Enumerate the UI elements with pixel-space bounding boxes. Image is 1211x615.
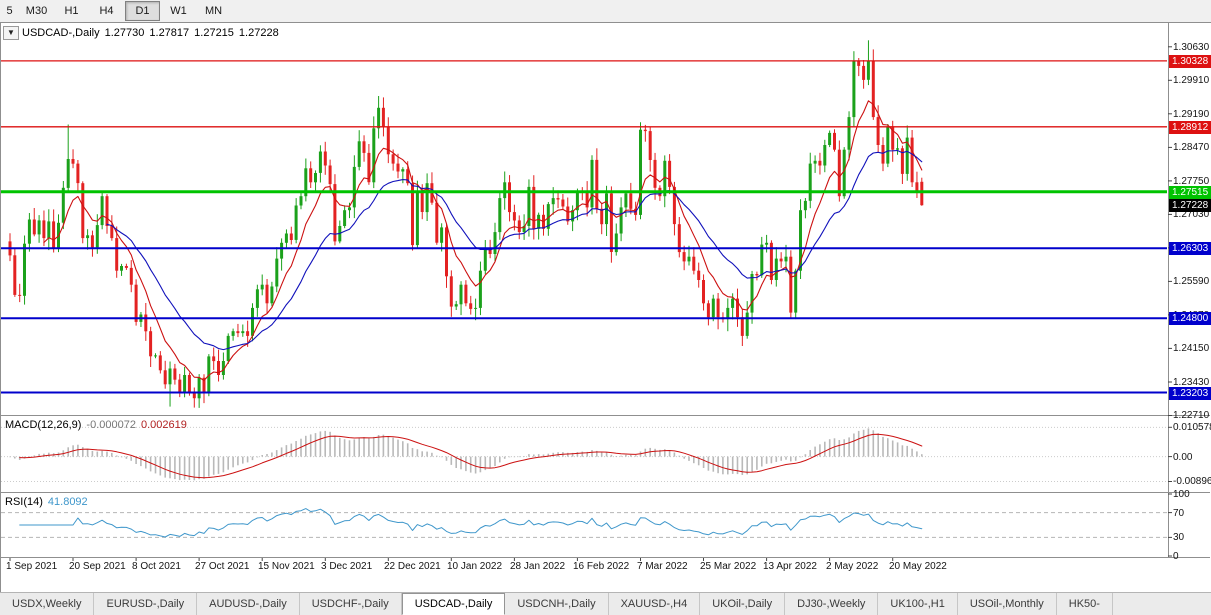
timeframe-button-w1[interactable]: W1	[170, 5, 187, 17]
time-axis-label: 20 May 2022	[889, 561, 947, 572]
price-axis-tick-label: 1.27750	[1173, 176, 1210, 187]
chart-tab-usdx-weekly[interactable]: USDX,Weekly	[0, 593, 95, 615]
level-price-badge: 1.28912	[1169, 121, 1211, 134]
collapse-chart-button[interactable]: ▼	[3, 26, 19, 40]
ohlc-close: 1.27228	[238, 27, 279, 39]
rsi-title: RSI(14)	[5, 496, 43, 508]
timeframe-button-d1[interactable]: D1	[125, 1, 160, 21]
chart-tab-xauusd-h4[interactable]: XAUUSD-,H4	[608, 593, 701, 615]
rsi-axis-tick-label: 70	[1173, 508, 1185, 519]
ma-slow-line	[106, 149, 923, 351]
ohlc-high: 1.27817	[149, 27, 190, 39]
price-axis-tick-label: 1.23430	[1173, 377, 1210, 388]
time-axis-label: 10 Jan 2022	[447, 561, 503, 572]
price-axis-tick-label: 1.27030	[1173, 209, 1210, 220]
timeframe-button-5[interactable]: 5	[6, 5, 13, 17]
macd-axis-tick-label: -0.00896	[1173, 476, 1211, 487]
chart-tab-hk50[interactable]: HK50-	[1056, 593, 1113, 615]
time-axis-label: 25 Mar 2022	[700, 561, 757, 572]
time-axis-label: 28 Jan 2022	[510, 561, 566, 572]
chart-tab-usdcnh-daily[interactable]: USDCNH-,Daily	[505, 593, 609, 615]
chart-tab-usoil-monthly[interactable]: USOil-,Monthly	[957, 593, 1057, 615]
price-axis-tick-label: 1.29910	[1173, 75, 1210, 86]
chart-tab-uk100-h1[interactable]: UK100-,H1	[878, 593, 958, 615]
price-axis-tick-label: 1.24150	[1173, 343, 1210, 354]
macd-value-main: -0.000072	[86, 419, 136, 431]
chart-tab-usdchf-daily[interactable]: USDCHF-,Daily	[299, 593, 402, 615]
time-axis-label: 3 Dec 2021	[321, 561, 373, 572]
rsi-line	[19, 508, 923, 538]
level-price-badge: 1.24800	[1169, 312, 1211, 325]
price-axis-tick-label: 1.25590	[1173, 276, 1210, 287]
rsi-panel-label: RSI(14) 41.8092	[5, 496, 93, 508]
timeframe-button-h1[interactable]: H1	[64, 5, 79, 17]
chart-tab-dj30-weekly[interactable]: DJ30-,Weekly	[785, 593, 879, 615]
time-axis-label: 7 Mar 2022	[637, 561, 688, 572]
chart-tabs-bar: USDX,Weekly EURUSD-,Daily AUDUSD-,Daily USD…	[0, 592, 1211, 615]
time-axis-label: 16 Feb 2022	[573, 561, 630, 572]
rsi-value: 41.8092	[47, 496, 88, 508]
macd-histogram	[9, 428, 923, 481]
macd-title: MACD(12,26,9)	[5, 419, 82, 431]
ma-fast-line	[43, 100, 923, 382]
chart-tab-usdcad-daily[interactable]: USDCAD-,Daily	[401, 593, 506, 615]
chart-canvas[interactable]	[0, 0, 1211, 592]
rsi-axis-tick-label: 100	[1173, 489, 1190, 500]
current-price-badge: 1.27228	[1169, 199, 1211, 212]
time-axis-label: 22 Dec 2021	[384, 561, 441, 572]
level-price-badge: 1.27515	[1169, 186, 1211, 199]
price-axis-tick-label: 1.29190	[1173, 109, 1210, 120]
price-axis-tick-label: 1.30630	[1173, 42, 1210, 53]
level-price-badge: 1.23203	[1169, 387, 1211, 400]
macd-value-signal: 0.002619	[140, 419, 187, 431]
chart-tab-ukoil-daily[interactable]: UKOil-,Daily	[700, 593, 786, 615]
rsi-axis-tick-label: 30	[1173, 532, 1185, 543]
macd-panel-label: MACD(12,26,9) -0.000072 0.002619	[5, 419, 192, 431]
ohlc-open: 1.27730	[104, 27, 145, 39]
macd-axis-tick-label: 0.00	[1173, 452, 1193, 463]
candlestick-series	[8, 40, 924, 408]
timeframe-button-h4[interactable]: H4	[99, 5, 114, 17]
chart-tab-audusd-daily[interactable]: AUDUSD-,Daily	[197, 593, 300, 615]
timeframe-button-m30[interactable]: M30	[25, 5, 48, 17]
macd-axis-tick-label: 0.010578	[1173, 422, 1211, 433]
time-axis-label: 27 Oct 2021	[195, 561, 250, 572]
price-axis-tick-label: 1.22710	[1173, 410, 1210, 421]
time-axis-label: 15 Nov 2021	[258, 561, 315, 572]
price-axis-tick-label: 1.28470	[1173, 142, 1210, 153]
chart-tab-eurusd-daily[interactable]: EURUSD-,Daily	[94, 593, 198, 615]
macd-signal-line	[19, 433, 923, 479]
level-price-badge: 1.26303	[1169, 242, 1211, 255]
timeframe-button-mn[interactable]: MN	[204, 5, 223, 17]
time-axis-label: 1 Sep 2021	[6, 561, 58, 572]
level-price-badge: 1.30328	[1169, 55, 1211, 68]
time-axis-label: 13 Apr 2022	[763, 561, 817, 572]
time-axis-label: 2 May 2022	[826, 561, 879, 572]
time-axis-label: 8 Oct 2021	[132, 561, 181, 572]
chart-title: USDCAD-,Daily 1.27730 1.27817 1.27215 1.2722…	[22, 27, 284, 39]
rsi-axis-tick-label: 0	[1173, 551, 1179, 562]
time-axis-label: 20 Sep 2021	[69, 561, 126, 572]
ohlc-low: 1.27215	[194, 27, 234, 39]
chart-overlays: ▼ USDCAD-,Daily 1.27730 1.27817 1.27215 1.27…	[3, 26, 1211, 572]
chart-symbol-period: USDCAD-,Daily	[22, 27, 100, 39]
timeframe-toolbar: 5 M30 H1 H4 D1 W1 MN	[0, 0, 1211, 23]
chart-window	[0, 22, 1211, 594]
